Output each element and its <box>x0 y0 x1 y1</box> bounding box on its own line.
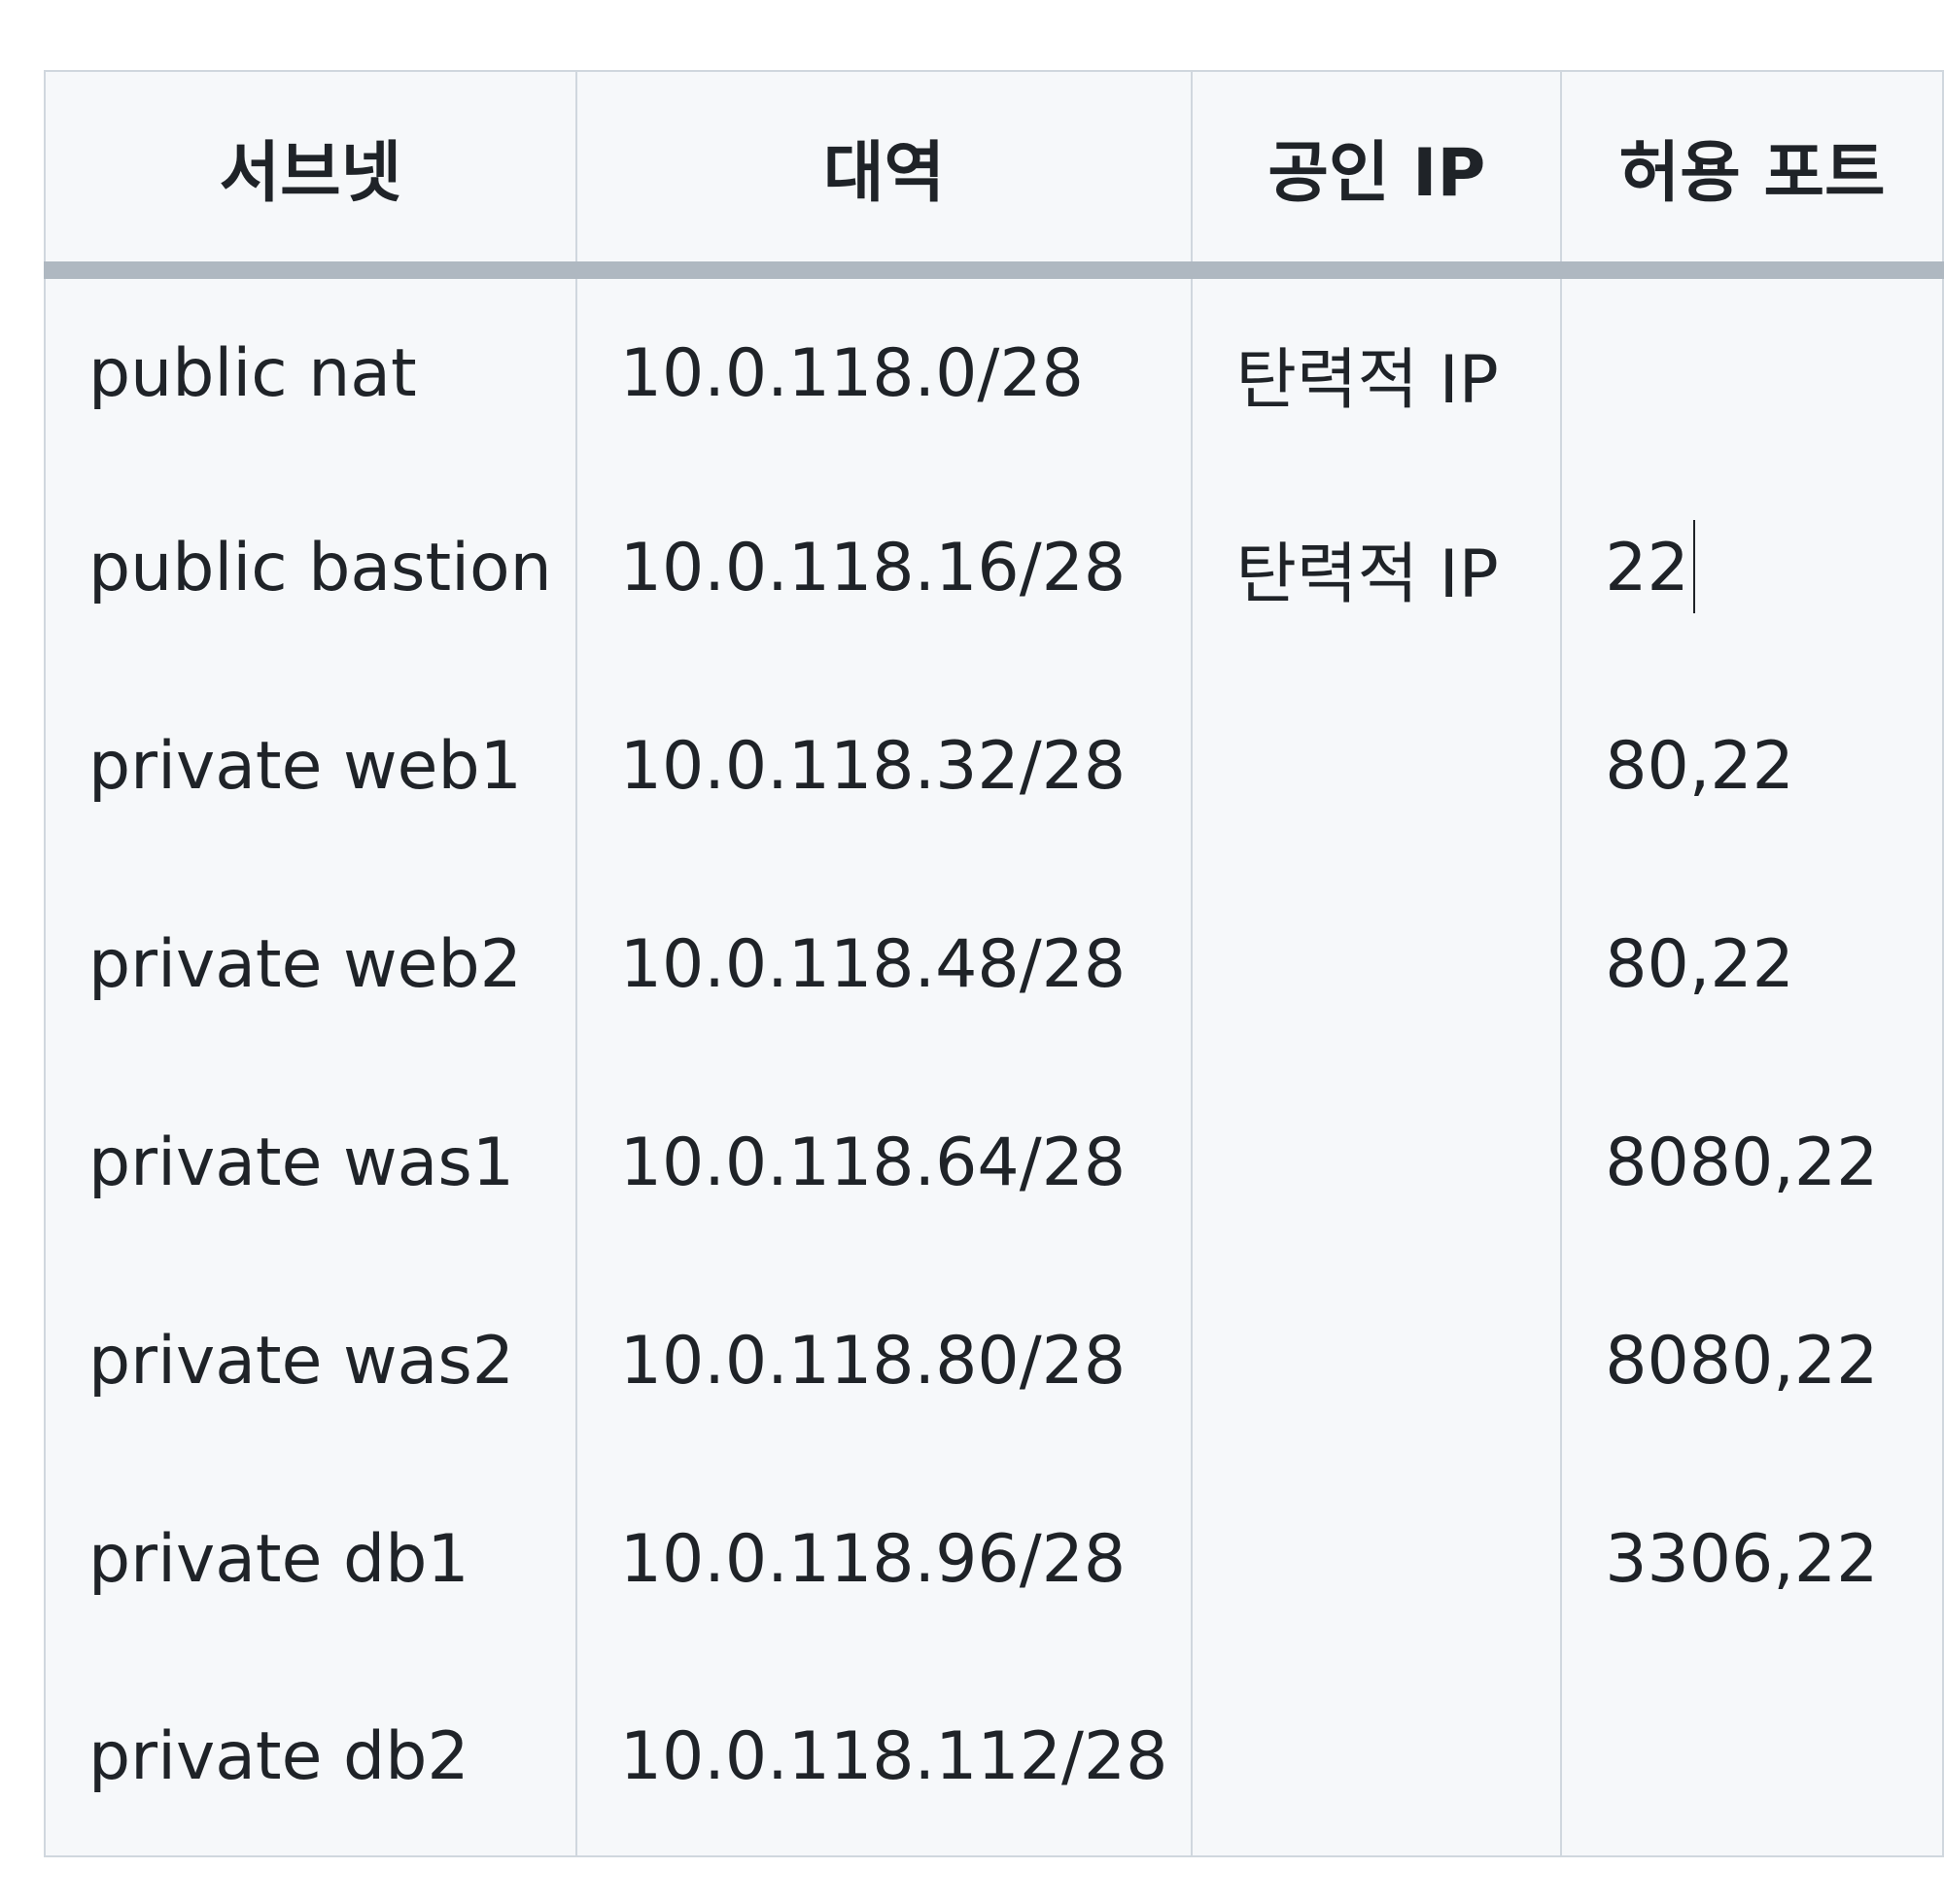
subnet-cell[interactable]: public bastion <box>44 468 577 667</box>
table-row: private web1 10.0.118.32/28 80,22 <box>44 667 1944 865</box>
table-row: private web2 10.0.118.48/28 80,22 <box>44 865 1944 1063</box>
subnet-cell[interactable]: private was1 <box>44 1063 577 1262</box>
table-header: 서브넷 대역 공인 IP 허용 포트 <box>44 70 1944 279</box>
subnet-cell[interactable]: public nat <box>44 270 577 468</box>
subnet-cell[interactable]: private db1 <box>44 1460 577 1658</box>
column-header-public-ip: 공인 IP <box>1191 70 1563 279</box>
allowed-ports-cell[interactable]: 8080,22 <box>1560 1063 1944 1262</box>
range-cell[interactable]: 10.0.118.0/28 <box>574 270 1194 468</box>
subnet-table: 서브넷 대역 공인 IP 허용 포트 public nat 10.0.118.0… <box>44 70 1944 1857</box>
text-cursor <box>1692 519 1695 613</box>
range-cell[interactable]: 10.0.118.16/28 <box>574 468 1194 667</box>
allowed-ports-value: 22 <box>1605 529 1689 606</box>
allowed-ports-cell[interactable]: 80,22 <box>1560 865 1944 1063</box>
subnet-cell[interactable]: private db2 <box>44 1658 577 1857</box>
subnet-cell[interactable]: private web1 <box>44 667 577 865</box>
header-row: 서브넷 대역 공인 IP 허용 포트 <box>44 70 1944 279</box>
subnet-cell[interactable]: private was2 <box>44 1262 577 1460</box>
table-body: public nat 10.0.118.0/28 탄력적 IP public b… <box>44 270 1944 1857</box>
public-ip-cell[interactable]: 탄력적 IP <box>1191 270 1563 468</box>
table-row: public bastion 10.0.118.16/28 탄력적 IP 22 <box>44 468 1944 667</box>
allowed-ports-cell[interactable]: 3306,22 <box>1560 1460 1944 1658</box>
table-row: private was1 10.0.118.64/28 8080,22 <box>44 1063 1944 1262</box>
column-header-range: 대역 <box>574 70 1194 279</box>
range-cell[interactable]: 10.0.118.96/28 <box>574 1460 1194 1658</box>
editing-cell-value[interactable]: 22 <box>1605 519 1695 613</box>
subnet-table-container: 서브넷 대역 공인 IP 허용 포트 public nat 10.0.118.0… <box>44 70 1944 1857</box>
public-ip-cell[interactable]: 탄력적 IP <box>1191 468 1563 667</box>
public-ip-cell[interactable] <box>1191 865 1563 1063</box>
range-cell[interactable]: 10.0.118.112/28 <box>574 1658 1194 1857</box>
allowed-ports-cell[interactable]: 8080,22 <box>1560 1262 1944 1460</box>
range-cell[interactable]: 10.0.118.32/28 <box>574 667 1194 865</box>
table-row: private was2 10.0.118.80/28 8080,22 <box>44 1262 1944 1460</box>
table-row: public nat 10.0.118.0/28 탄력적 IP <box>44 270 1944 468</box>
range-cell[interactable]: 10.0.118.80/28 <box>574 1262 1194 1460</box>
public-ip-cell[interactable] <box>1191 1658 1563 1857</box>
allowed-ports-cell[interactable] <box>1560 1658 1944 1857</box>
table-row: private db1 10.0.118.96/28 3306,22 <box>44 1460 1944 1658</box>
public-ip-cell[interactable] <box>1191 1262 1563 1460</box>
allowed-ports-cell[interactable] <box>1560 270 1944 468</box>
table-row: private db2 10.0.118.112/28 <box>44 1658 1944 1857</box>
allowed-ports-cell[interactable]: 80,22 <box>1560 667 1944 865</box>
public-ip-cell[interactable] <box>1191 667 1563 865</box>
public-ip-cell[interactable] <box>1191 1063 1563 1262</box>
column-header-subnet: 서브넷 <box>44 70 577 279</box>
subnet-cell[interactable]: private web2 <box>44 865 577 1063</box>
range-cell[interactable]: 10.0.118.48/28 <box>574 865 1194 1063</box>
column-header-allowed-ports: 허용 포트 <box>1560 70 1944 279</box>
range-cell[interactable]: 10.0.118.64/28 <box>574 1063 1194 1262</box>
public-ip-cell[interactable] <box>1191 1460 1563 1658</box>
allowed-ports-cell[interactable]: 22 <box>1560 468 1944 667</box>
